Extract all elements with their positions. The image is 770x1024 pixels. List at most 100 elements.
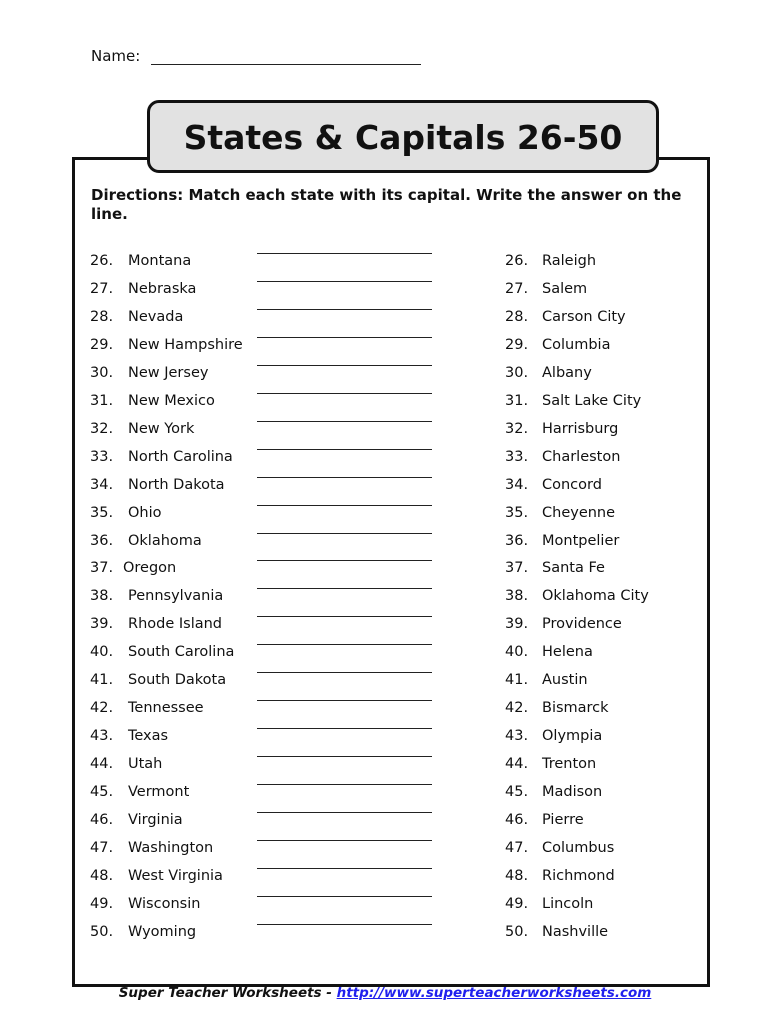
capital-name: Austin [542,672,588,689]
state-name: North Carolina [128,448,233,465]
name-answer-line[interactable] [151,64,421,65]
answer-line[interactable] [257,728,432,730]
list-item: 28. Nevada 28. Carson City [0,308,770,337]
answer-line[interactable] [257,812,432,813]
capital-name: Columbia [542,336,611,353]
list-item: 47. Washington 47. Columbus [0,839,770,868]
directions: Directions: Match each state with its ca… [91,186,682,223]
answer-line[interactable] [257,504,432,506]
list-item: 37. Oregon 37. Santa Fe [0,560,770,588]
state-number: 33. [90,448,114,465]
state-name: Vermont [128,784,190,801]
answer-line[interactable] [257,672,432,674]
answer-line[interactable] [257,644,432,646]
answer-line[interactable] [257,867,432,869]
state-number: 28. [90,308,114,325]
capital-name: Olympia [542,728,603,745]
capital-number: 27. [505,280,529,297]
answer-line[interactable] [257,392,432,394]
capital-name: Oklahoma City [542,588,649,605]
answer-line[interactable] [257,253,432,254]
capital-number: 43. [505,728,529,745]
list-item: 48. West Virginia 48. Richmond [0,867,770,896]
answer-line[interactable] [257,420,432,422]
capital-number: 39. [505,616,529,633]
state-number: 31. [90,392,114,409]
capital-name: Montpelier [542,532,620,549]
state-number: 38. [90,588,114,605]
list-item: 39. Rhode Island 39. Providence [0,616,770,644]
list-item: 40. South Carolina 40. Helena [0,644,770,672]
list-item: 45. Vermont 45. Madison [0,784,770,812]
answer-line[interactable] [257,588,432,590]
answer-line[interactable] [257,895,432,897]
page-title: States & Capitals 26-50 [147,100,659,173]
state-name: Texas [128,728,169,745]
state-number: 44. [90,756,114,773]
state-name: Pennsylvania [128,588,224,605]
capital-name: Pierre [542,812,584,828]
state-name: Nevada [128,308,184,325]
answer-line[interactable] [257,839,432,841]
footer-brand: Super Teacher Worksheets - [118,985,337,1001]
state-name: Rhode Island [128,616,223,633]
capital-number: 32. [505,420,529,437]
state-number: 49. [90,895,114,912]
state-number: 40. [90,644,114,661]
answer-line[interactable] [257,364,432,366]
state-number: 27. [90,280,114,297]
capital-number: 37. [505,560,529,577]
capital-name: Concord [542,476,602,493]
state-name: Oregon [123,560,177,577]
answer-line[interactable] [257,923,432,925]
state-name: New Mexico [128,392,215,409]
answer-line[interactable] [257,448,432,450]
answer-line[interactable] [257,476,432,478]
list-item: 32. New York 32. Harrisburg [0,420,770,449]
answer-line[interactable] [257,336,432,338]
capital-number: 40. [505,644,529,661]
state-number: 30. [90,364,114,381]
state-number: 34. [90,476,114,493]
capital-number: 26. [505,253,529,269]
footer-link[interactable]: http://www.superteacherworksheets.com [336,985,652,1001]
state-name: Ohio [128,504,162,521]
capital-number: 28. [505,308,529,325]
capital-name: Providence [542,616,622,633]
capital-name: Trenton [542,756,597,773]
state-name: Montana [128,253,192,269]
state-number: 48. [90,867,114,884]
answer-line[interactable] [257,616,432,618]
state-number: 42. [90,700,114,717]
capital-number: 49. [505,895,529,912]
capital-name: Cheyenne [542,504,616,521]
capital-name: Raleigh [542,253,597,269]
state-number: 35. [90,504,114,521]
state-name: Virginia [128,812,183,828]
list-item: 29. New Hampshire 29. Columbia [0,336,770,365]
answer-line[interactable] [257,560,432,562]
state-name: Nebraska [128,280,197,297]
capital-name: Madison [542,784,603,801]
answer-line[interactable] [257,308,432,310]
answer-line[interactable] [257,784,432,786]
state-name: Utah [128,756,163,773]
answer-line[interactable] [257,532,432,534]
state-name: North Dakota [128,476,225,493]
capital-name: Salt Lake City [542,392,642,409]
state-name: Wisconsin [128,895,201,912]
state-number: 26. [90,253,114,269]
capital-number: 47. [505,839,529,856]
answer-line[interactable] [257,280,432,282]
capital-number: 34. [505,476,529,493]
capital-number: 45. [505,784,529,801]
state-number: 32. [90,420,114,437]
list-item: 31. New Mexico 31. Salt Lake City [0,392,770,421]
state-number: 39. [90,616,114,633]
state-number: 37. [90,560,114,577]
list-item: 26. Montana 26. Raleigh [0,253,770,281]
capital-number: 30. [505,364,529,381]
answer-line[interactable] [257,756,432,758]
answer-line[interactable] [257,700,432,702]
